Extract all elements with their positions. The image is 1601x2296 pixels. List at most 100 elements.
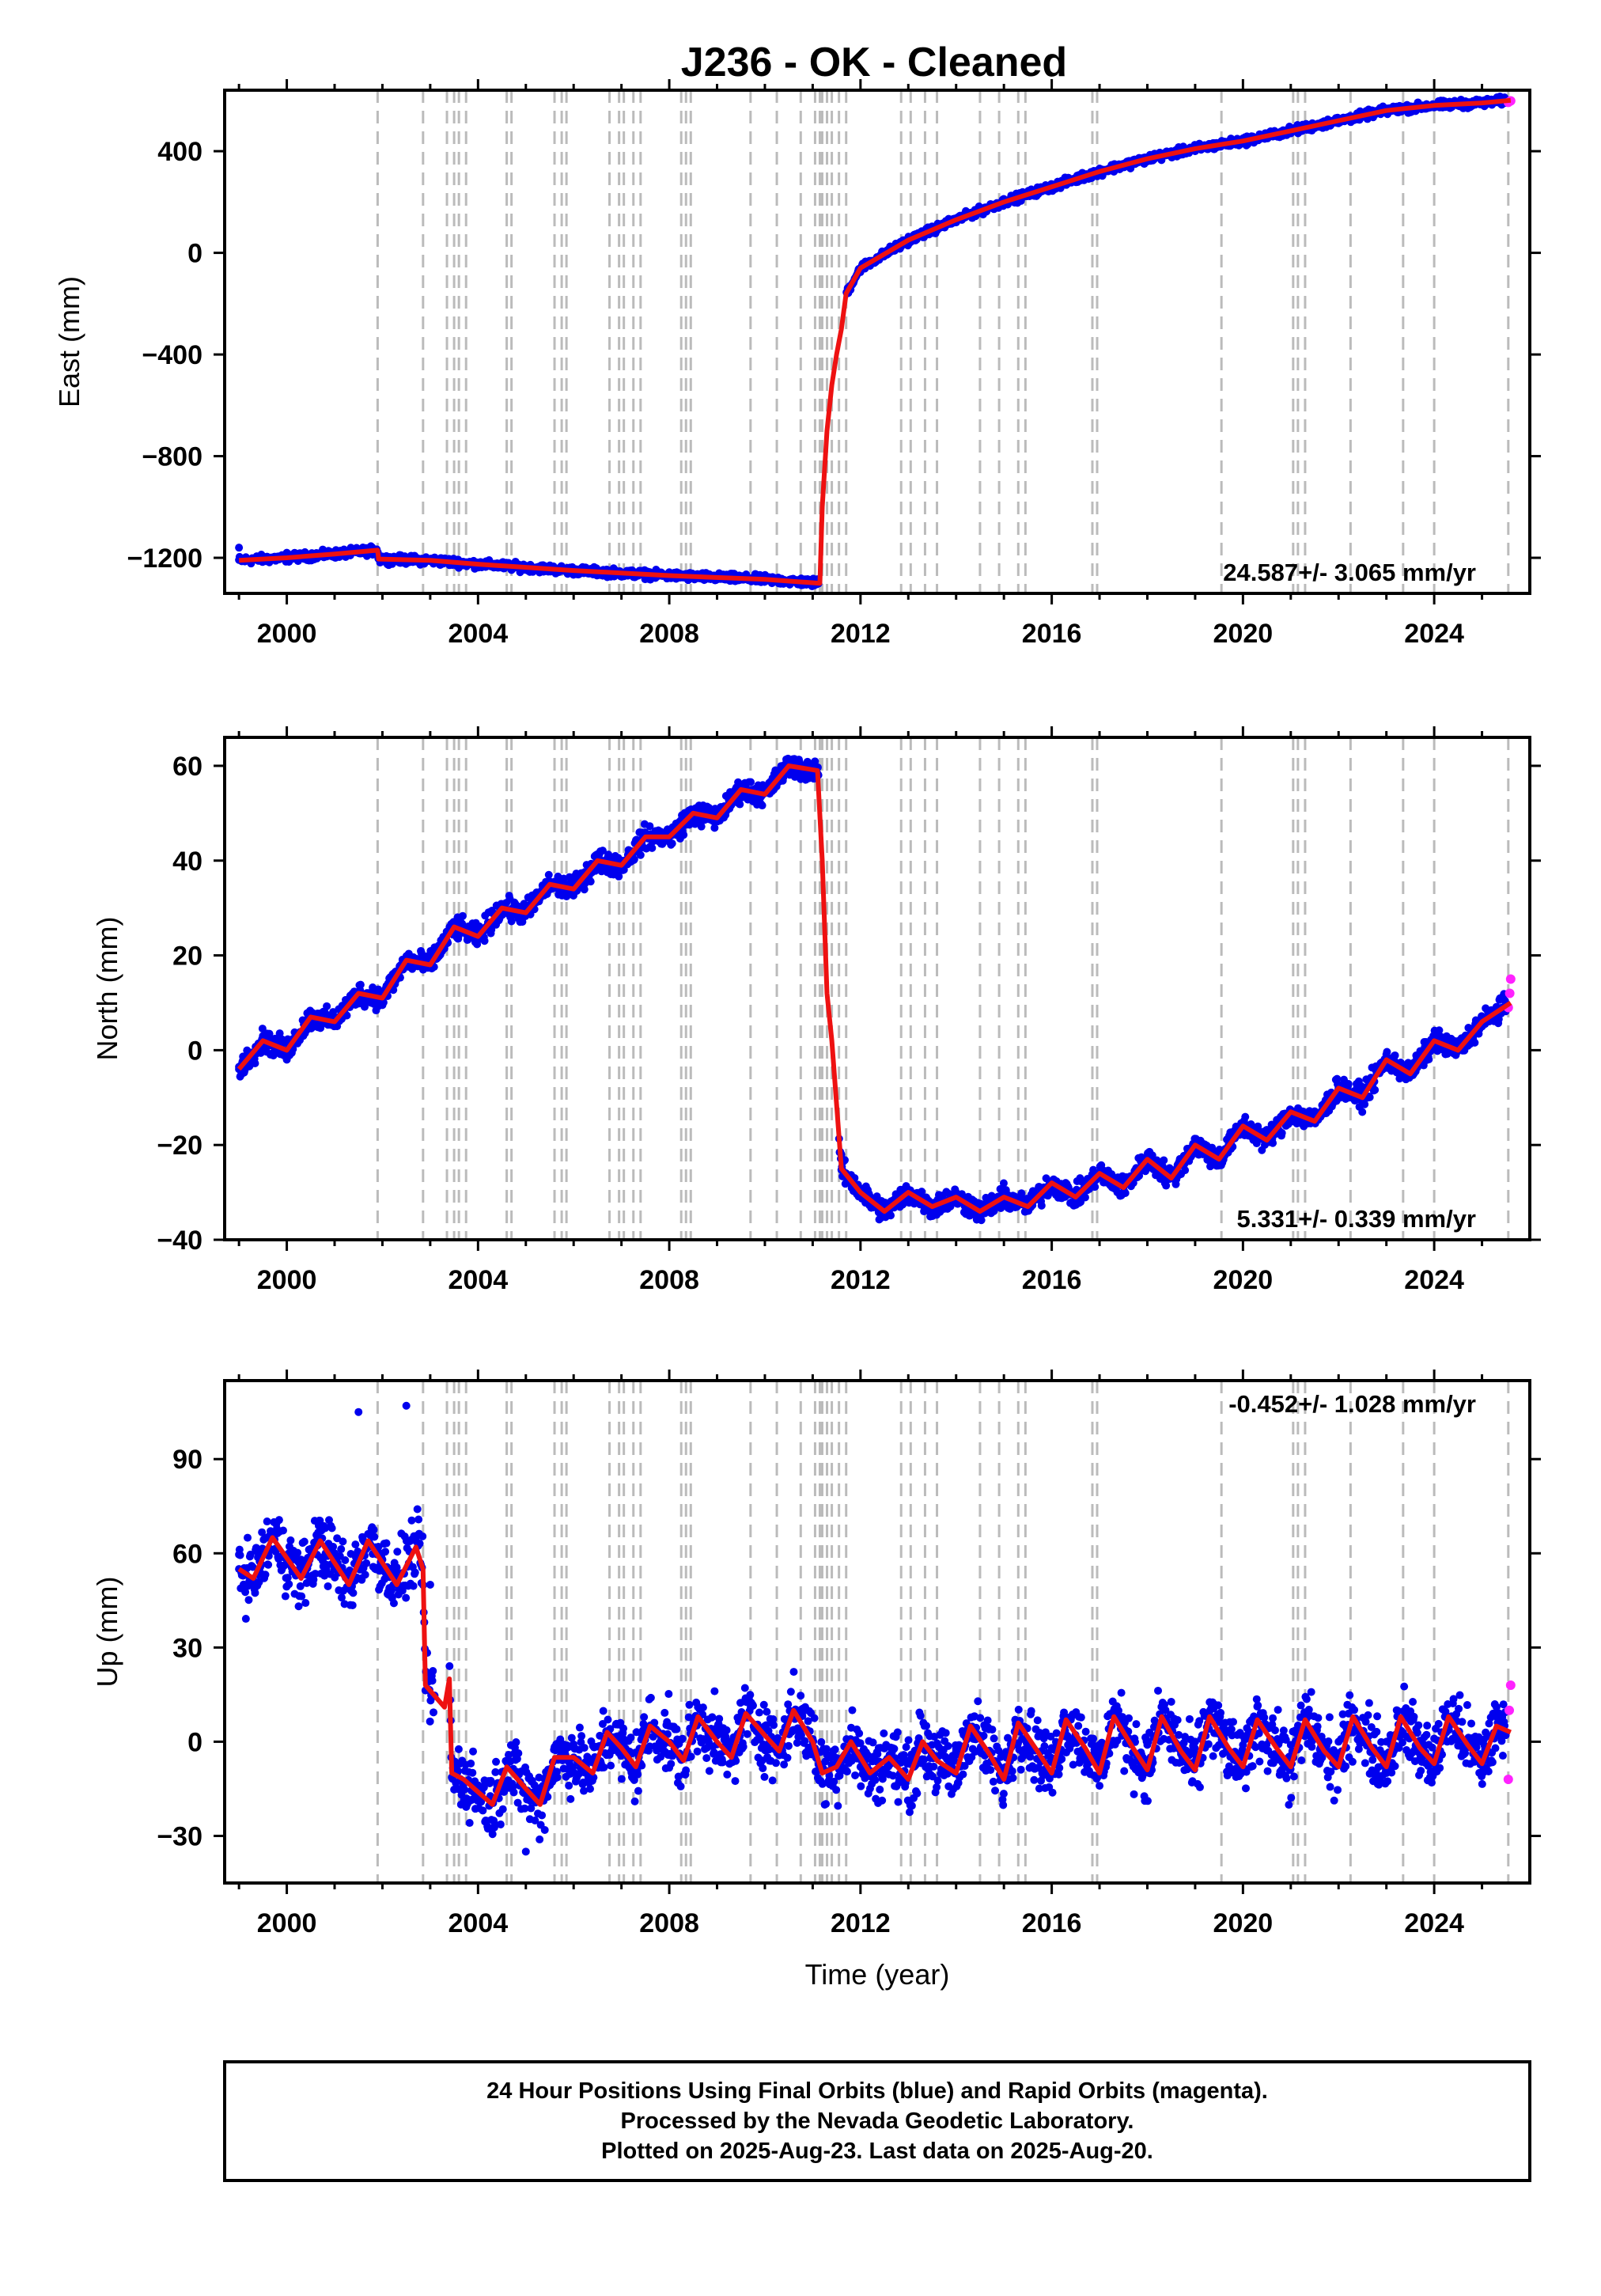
final-orbit-point xyxy=(235,544,244,552)
final-orbit-point xyxy=(480,937,489,945)
data-group xyxy=(235,1401,1516,1856)
final-orbit-point xyxy=(236,1551,244,1559)
final-orbit-point xyxy=(369,1525,378,1534)
x-tick-label: 2008 xyxy=(639,619,699,649)
final-orbit-point xyxy=(259,1032,267,1040)
y-tick-label: −40 xyxy=(157,1226,202,1256)
final-orbit-point xyxy=(1254,1122,1262,1131)
data-group xyxy=(235,754,1516,1225)
final-orbit-point xyxy=(275,1029,284,1038)
x-tick-label: 2016 xyxy=(1022,619,1082,649)
final-orbit-point xyxy=(343,1011,351,1020)
final-orbit-point xyxy=(282,1055,291,1064)
final-orbit-point xyxy=(337,1593,346,1602)
final-orbit-point xyxy=(1391,1051,1399,1059)
panel-east: 2000 2004 2008 2012 2016 2020 20244000−400−800… xyxy=(53,79,1541,649)
final-orbit-point xyxy=(316,1516,324,1525)
y-axis-label: North (mm) xyxy=(91,917,123,1061)
final-orbit-point xyxy=(261,1570,270,1579)
final-orbit-point xyxy=(1091,1183,1100,1192)
x-tick-label: 2016 xyxy=(1022,1265,1082,1295)
x-tick-label: 2020 xyxy=(1213,1265,1274,1295)
final-orbit-point xyxy=(281,1592,290,1601)
final-orbit-point xyxy=(1017,1189,1026,1198)
x-tick-label: 2024 xyxy=(1404,1265,1464,1295)
final-orbit-point xyxy=(977,1216,986,1225)
velocity-rate-label: 24.587+/- 3.065 mm/yr xyxy=(1223,559,1476,586)
final-orbit-point xyxy=(389,1599,398,1608)
final-orbit-point xyxy=(1383,1048,1391,1056)
final-orbit-point xyxy=(258,1025,267,1033)
final-orbit-point xyxy=(1358,1108,1367,1116)
panel-north: 2000 2004 2008 2012 2016 2020 20246040200−20−4… xyxy=(91,726,1541,1295)
final-orbit-point xyxy=(362,1559,371,1567)
x-tick-label: 2012 xyxy=(831,619,891,649)
x-tick-label: 2012 xyxy=(831,1265,891,1295)
final-orbit-point xyxy=(341,1556,350,1565)
final-orbit-point xyxy=(282,548,291,557)
final-orbit-point xyxy=(918,1188,926,1196)
final-orbit-point xyxy=(349,1589,358,1597)
y-tick-label: 20 xyxy=(172,942,202,972)
final-orbit-point xyxy=(378,998,387,1007)
rapid-orbit-point xyxy=(1505,974,1516,984)
event-lines xyxy=(376,90,1510,593)
event-lines xyxy=(376,1381,1510,1883)
final-orbit-point xyxy=(580,885,589,894)
final-orbit-point xyxy=(241,1588,250,1597)
final-orbit-point xyxy=(598,847,607,855)
y-tick-label: −800 xyxy=(142,442,202,472)
velocity-rate-label: 5.331+/- 0.339 mm/yr xyxy=(1237,1205,1476,1233)
final-orbit-point xyxy=(1269,1139,1277,1147)
final-orbit-point xyxy=(645,822,654,831)
final-orbit-point xyxy=(324,1582,332,1590)
final-orbit-point xyxy=(887,1211,895,1220)
final-orbit-point xyxy=(1371,1085,1380,1094)
final-orbit-point xyxy=(286,1536,295,1544)
final-orbit-point xyxy=(283,1574,292,1582)
final-orbit-point xyxy=(392,1563,401,1572)
y-tick-label: 400 xyxy=(157,137,202,167)
final-orbit-point xyxy=(263,1517,271,1526)
data-group xyxy=(235,93,1516,591)
final-orbit-point xyxy=(747,778,755,786)
final-orbit-point xyxy=(351,1540,360,1549)
final-orbit-point xyxy=(636,851,645,859)
final-orbit-point xyxy=(285,1580,293,1589)
final-orbit-point xyxy=(630,855,638,864)
final-orbit-point xyxy=(301,1599,310,1608)
final-orbit-point xyxy=(370,1533,379,1541)
rapid-orbit-point xyxy=(1504,988,1515,998)
final-orbit-point xyxy=(697,822,706,831)
x-tick-label: 2008 xyxy=(639,1265,699,1295)
final-orbit-point xyxy=(382,1539,391,1548)
final-orbit-point xyxy=(1277,1128,1286,1137)
final-orbit-point xyxy=(361,1570,369,1579)
x-tick-label: 2020 xyxy=(1213,619,1274,649)
final-orbit-point xyxy=(679,831,688,839)
x-tick-label: 2024 xyxy=(1404,619,1464,649)
y-tick-label: −20 xyxy=(157,1131,202,1161)
final-orbit-point xyxy=(274,1516,283,1525)
final-orbit-point xyxy=(297,1592,306,1601)
final-orbit-point xyxy=(244,1533,252,1542)
final-orbit-point xyxy=(246,1550,255,1559)
final-orbit-point xyxy=(1162,1181,1171,1190)
final-orbit-point xyxy=(1361,1100,1369,1108)
plot-frame xyxy=(223,736,1531,1241)
y-tick-label: 0 xyxy=(187,1036,202,1066)
final-orbit-point xyxy=(758,801,766,810)
model-fit-line xyxy=(237,763,1512,1214)
final-orbit-point xyxy=(356,980,365,989)
final-orbit-point xyxy=(1344,1080,1353,1089)
final-orbit-point xyxy=(736,800,744,809)
final-orbit-point xyxy=(1365,1093,1374,1101)
x-tick-label: 2000 xyxy=(257,1265,317,1295)
y-tick-label: 60 xyxy=(172,752,202,782)
final-orbit-point xyxy=(458,911,467,920)
final-orbit-point xyxy=(1470,1038,1479,1047)
x-tick-label: 2004 xyxy=(449,1265,509,1295)
chart-title: J236 - OK - Cleaned xyxy=(681,40,1067,85)
y-tick-label: −1200 xyxy=(127,544,203,574)
